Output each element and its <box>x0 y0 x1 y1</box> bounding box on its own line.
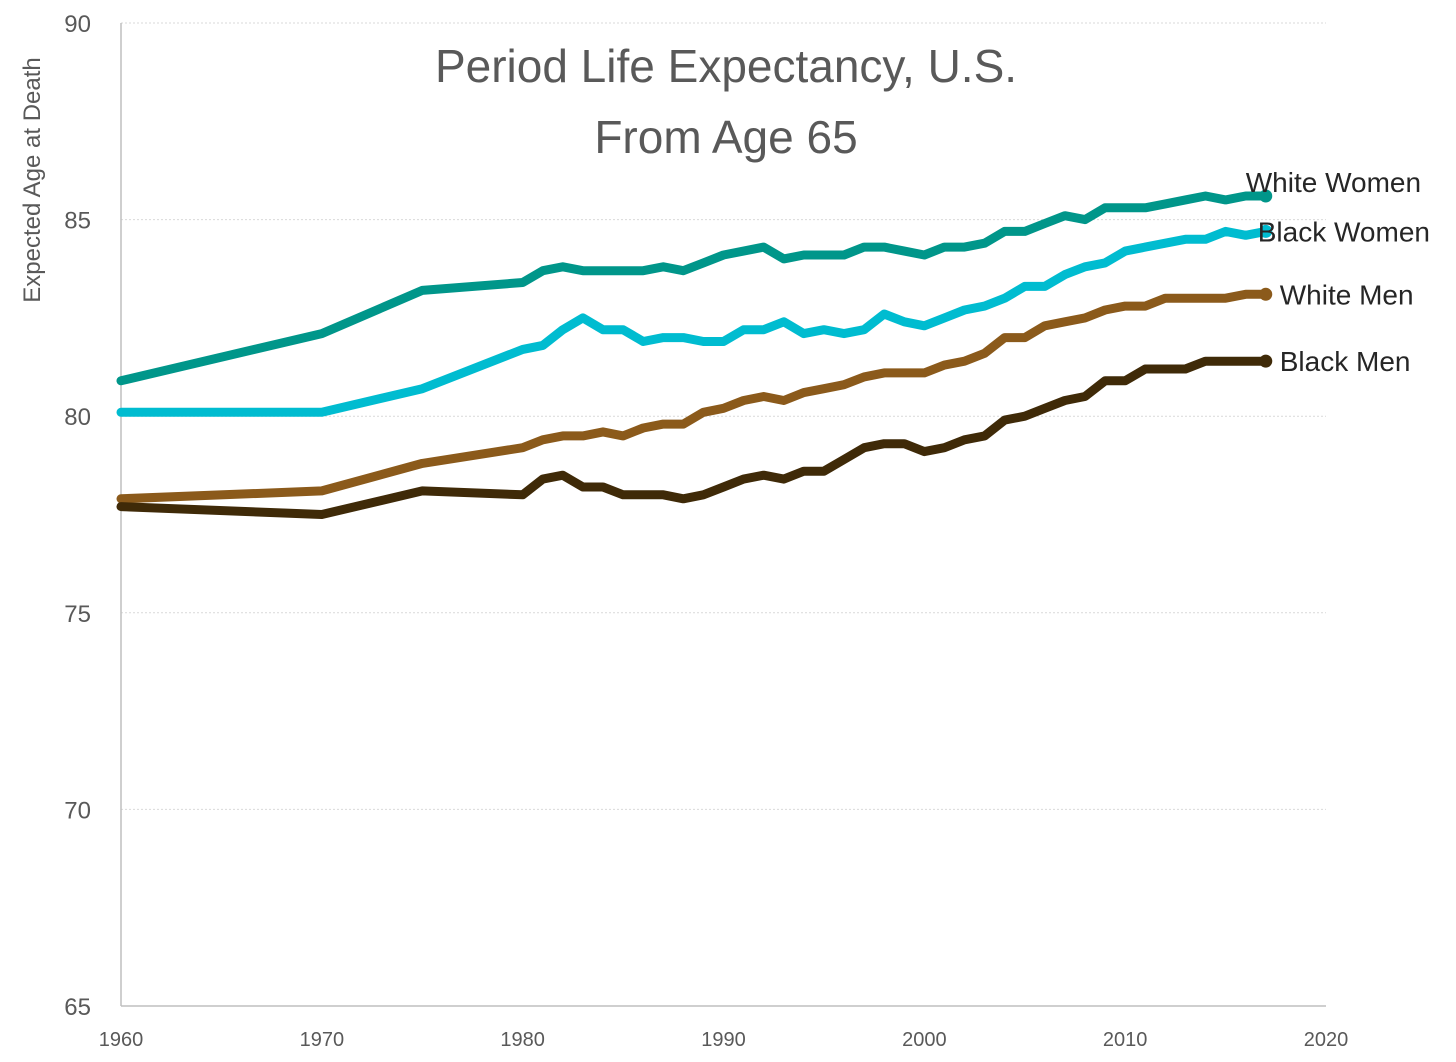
series-line-black-women <box>116 226 1271 417</box>
chart-title-line-2: From Age 65 <box>594 111 857 163</box>
series-end-marker-black-women <box>1259 224 1273 238</box>
x-tick-label-1960: 1960 <box>99 1029 144 1051</box>
y-axis-label: Expected Age at Death <box>19 57 46 303</box>
series-end-marker-black-men <box>1259 354 1273 368</box>
x-tick-label-2000: 2000 <box>902 1029 947 1051</box>
series-end-marker-white-women <box>1259 189 1273 203</box>
x-tick-label-2010: 2010 <box>1103 1029 1148 1051</box>
x-tick-label-2020: 2020 <box>1304 1029 1349 1051</box>
series-label-white-men: White Men <box>1280 279 1414 310</box>
series-line-black-men <box>116 356 1271 519</box>
series-line-white-women <box>116 191 1271 386</box>
y-tick-label-85: 85 <box>64 208 91 235</box>
y-tick-label-75: 75 <box>64 601 91 628</box>
x-tick-labels: 1960 1970 1980 1990 2000 2010 2020 <box>99 1029 1349 1051</box>
x-tick-label-1990: 1990 <box>701 1029 746 1051</box>
y-tick-label-90: 90 <box>64 11 91 38</box>
y-tick-label-65: 65 <box>64 994 91 1021</box>
y-tick-labels: 65 70 75 80 85 90 <box>64 11 91 1021</box>
series-labels: White Women Black Women White Men Black Men <box>1246 167 1430 377</box>
axes <box>120 23 1326 1007</box>
series-end-marker-white-men <box>1259 287 1273 301</box>
y-tick-label-70: 70 <box>64 797 91 824</box>
series-label-black-men: Black Men <box>1280 346 1411 377</box>
y-tick-label-80: 80 <box>64 404 91 431</box>
series-lines <box>116 189 1273 519</box>
x-tick-label-1970: 1970 <box>300 1029 345 1051</box>
chart-title-line-1: Period Life Expectancy, U.S. <box>435 40 1017 92</box>
series-label-white-women: White Women <box>1246 167 1421 198</box>
x-tick-label-1980: 1980 <box>500 1029 545 1051</box>
series-label-black-women: Black Women <box>1258 216 1430 247</box>
series-line-white-men <box>116 289 1271 504</box>
